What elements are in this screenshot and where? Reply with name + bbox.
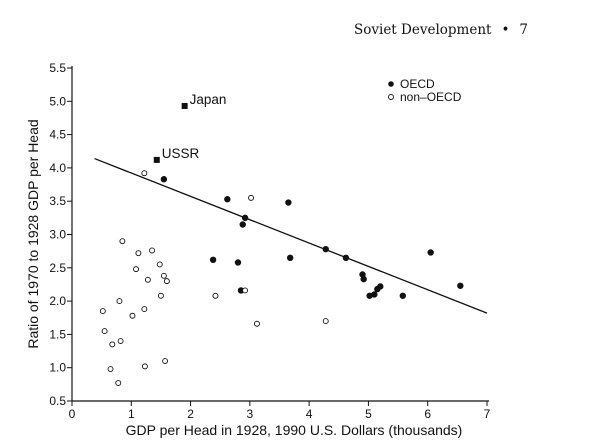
y-tick-label: 0.5 xyxy=(49,394,66,408)
oecd-point xyxy=(160,176,168,183)
x-tick-label: 5 xyxy=(365,407,372,421)
oecd-point xyxy=(371,291,378,298)
y-tick-label: 5.5 xyxy=(49,61,66,75)
non-oecd-point xyxy=(141,306,148,313)
oecd-point xyxy=(360,275,367,283)
non-oecd-point xyxy=(322,318,329,325)
non-oecd-point xyxy=(107,366,114,372)
y-axis-title: Ratio of 1970 to 1928 GDP per Head xyxy=(25,119,41,348)
oecd-point xyxy=(224,196,231,203)
non-oecd-point xyxy=(160,272,167,279)
x-axis-title: GDP per Head in 1928, 1990 U.S. Dollars … xyxy=(126,422,463,438)
japan-label: Japan xyxy=(190,92,227,107)
non-oecd-point xyxy=(99,308,106,315)
non-oecd-point xyxy=(254,320,260,327)
oecd-point xyxy=(239,221,246,228)
non-oecd-point xyxy=(133,266,139,273)
oecd-point xyxy=(234,259,242,266)
non-oecd-point xyxy=(116,298,123,305)
y-tick-label: 4.5 xyxy=(49,128,66,142)
non-oecd-point xyxy=(119,238,126,245)
oecd-point xyxy=(399,292,407,299)
non-oecd-point xyxy=(212,292,219,299)
non-oecd-point xyxy=(141,363,148,370)
y-tick-label: 2.5 xyxy=(49,261,66,275)
legend-non-oecd-marker xyxy=(388,94,394,100)
non-oecd-point xyxy=(144,276,151,283)
legend-label: OECD xyxy=(400,77,435,91)
y-tick-label: 3.5 xyxy=(49,194,66,208)
non-oecd-point xyxy=(115,380,122,386)
y-tick-label: 2.0 xyxy=(49,294,66,308)
x-tick-label: 7 xyxy=(484,407,491,421)
x-tick-label: 0 xyxy=(69,407,76,421)
oecd-point xyxy=(342,254,350,262)
non-oecd-point xyxy=(101,328,108,335)
y-tick-label: 1.0 xyxy=(49,361,66,375)
x-tick-label: 3 xyxy=(247,407,254,421)
oecd-point xyxy=(427,249,434,256)
x-tick-label: 6 xyxy=(424,407,431,421)
oecd-point xyxy=(377,283,384,290)
non-oecd-point xyxy=(135,250,142,257)
non-oecd-point xyxy=(117,338,124,345)
non-oecd-point xyxy=(157,292,164,299)
points-layer: USSR Japan xyxy=(99,92,464,386)
oecd-point xyxy=(285,199,292,206)
ussr-label: USSR xyxy=(162,146,200,161)
non-oecd-point xyxy=(141,170,148,177)
oecd-point xyxy=(457,282,464,289)
non-oecd-point xyxy=(149,247,155,254)
y-tick-label: 3.0 xyxy=(49,228,66,242)
y-tick-label: 5.0 xyxy=(49,94,66,108)
y-tick-label: 1.5 xyxy=(49,327,66,341)
page-number: 7 xyxy=(519,22,529,38)
oecd-point xyxy=(241,214,249,222)
non-oecd-point xyxy=(242,287,249,294)
legend-label: non–OECD xyxy=(400,90,462,104)
page-header: Soviet Development • 7 xyxy=(354,22,528,38)
oecd-point xyxy=(209,256,217,264)
axes: 0.5 1.0 1.5 2.0 2.5 3.0 3.5 4.0 4.5 5.0 5.5 0 1 2 3 4 5 6… xyxy=(49,61,490,421)
non-oecd-point xyxy=(129,312,136,319)
non-oecd-point xyxy=(162,358,169,364)
ussr-point xyxy=(153,156,160,163)
oecd-point xyxy=(286,254,294,262)
header-separator: • xyxy=(501,22,510,38)
legend-oecd-marker xyxy=(388,81,394,87)
oecd-point xyxy=(322,245,329,253)
regression-line xyxy=(94,157,488,314)
x-tick-label: 4 xyxy=(306,407,313,421)
x-tick-label: 2 xyxy=(187,407,194,421)
running-title: Soviet Development xyxy=(354,22,492,38)
x-tick-label: 1 xyxy=(128,407,135,421)
non-oecd-point xyxy=(163,278,170,285)
fit-line-layer xyxy=(94,157,488,314)
non-oecd-point xyxy=(109,341,116,348)
non-oecd-point xyxy=(156,261,163,268)
japan-point xyxy=(181,102,188,109)
y-tick-label: 4.0 xyxy=(49,161,66,175)
non-oecd-point xyxy=(248,194,254,201)
